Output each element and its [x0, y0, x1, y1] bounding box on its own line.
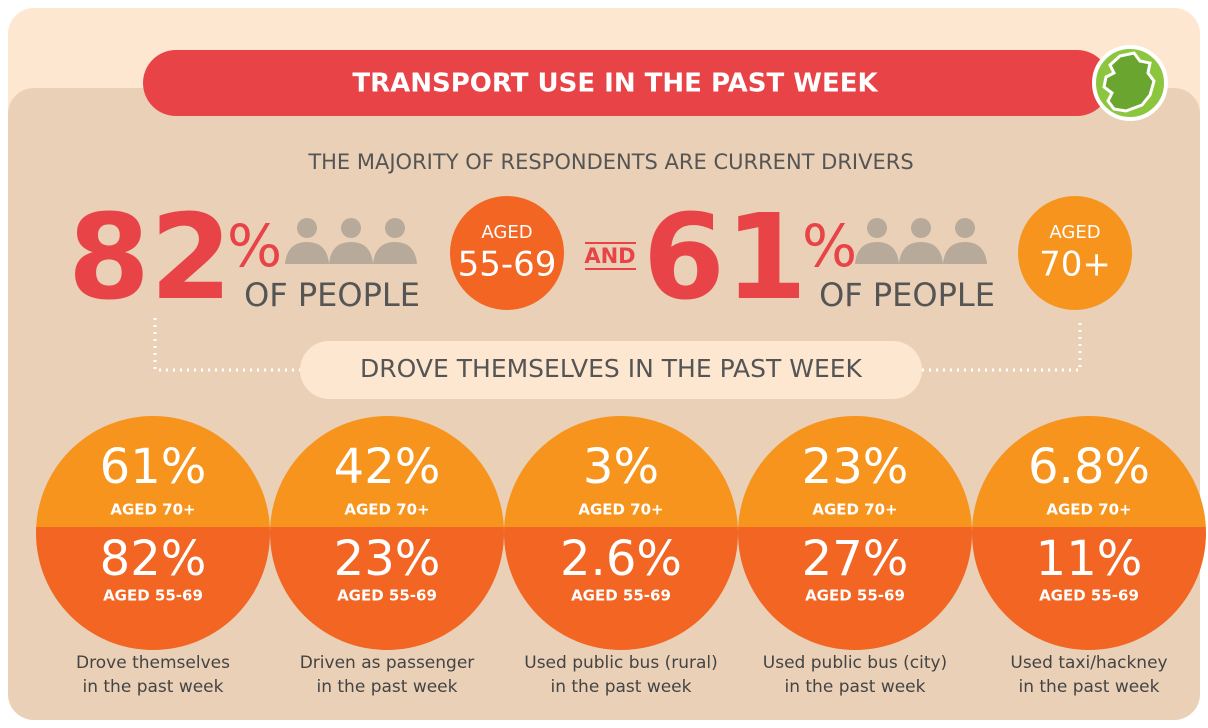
bottom-label: AGED 55-69 — [103, 587, 203, 605]
stat-circle — [36, 416, 270, 650]
person-icon — [385, 218, 405, 238]
circle-caption: in the past week — [550, 677, 691, 697]
top-value: 23% — [802, 439, 909, 495]
circle-caption: in the past week — [316, 677, 457, 697]
top-label: AGED 70+ — [812, 501, 897, 519]
bottom-value: 11% — [1036, 531, 1143, 587]
top-label: AGED 70+ — [344, 501, 429, 519]
banner: DROVE THEMSELVES IN THE PAST WEEK — [360, 354, 863, 383]
age-prefix: AGED — [481, 222, 532, 243]
circle-caption: Used public bus (rural) — [524, 653, 718, 673]
person-icon — [329, 242, 373, 264]
age-prefix: AGED — [1049, 222, 1100, 243]
person-icon — [285, 242, 329, 264]
bottom-value: 82% — [100, 531, 207, 587]
bottom-value: 23% — [334, 531, 441, 587]
big-number: 82 — [68, 188, 232, 326]
circle-caption: Used taxi/hackney — [1010, 653, 1167, 673]
circle-caption: Used public bus (city) — [763, 653, 947, 673]
ireland-icon — [1092, 45, 1168, 121]
person-icon — [855, 242, 899, 264]
person-icon — [955, 218, 975, 238]
top-value: 3% — [583, 439, 659, 495]
circle-caption: in the past week — [784, 677, 925, 697]
top-value: 6.8% — [1028, 439, 1150, 495]
age-badge — [450, 196, 564, 310]
bottom-label: AGED 55-69 — [337, 587, 437, 605]
top-label: AGED 70+ — [110, 501, 195, 519]
big-number: 61 — [643, 188, 807, 326]
percent-sign: % — [227, 212, 282, 280]
person-icon — [911, 218, 931, 238]
bottom-value: 27% — [802, 531, 909, 587]
connector-dots — [153, 318, 1082, 372]
bottom-label: AGED 55-69 — [571, 587, 671, 605]
title: TRANSPORT USE IN THE PAST WEEK — [352, 69, 878, 99]
person-icon — [943, 242, 987, 264]
connector: AND — [584, 244, 635, 268]
person-icon — [297, 218, 317, 238]
subtitle: THE MAJORITY OF RESPONDENTS ARE CURRENT … — [307, 150, 913, 174]
bottom-value: 2.6% — [560, 531, 682, 587]
circle-caption: in the past week — [1018, 677, 1159, 697]
people-caption: OF PEOPLE — [244, 276, 420, 314]
person-icon — [341, 218, 361, 238]
person-icon — [899, 242, 943, 264]
people-caption: OF PEOPLE — [819, 276, 995, 314]
title-pill — [143, 50, 1110, 116]
top-value: 61% — [100, 439, 207, 495]
stat-circle — [738, 416, 972, 650]
banner-pill — [300, 341, 922, 399]
age-badge — [1018, 196, 1132, 310]
circle-caption: Drove themselves — [76, 653, 230, 673]
age-value: 70+ — [1039, 245, 1111, 285]
percent-sign: % — [802, 212, 857, 280]
circle-caption: in the past week — [82, 677, 223, 697]
top-label: AGED 70+ — [578, 501, 663, 519]
age-value: 55-69 — [458, 245, 557, 285]
person-icon — [867, 218, 887, 238]
top-value: 42% — [334, 439, 441, 495]
bottom-label: AGED 55-69 — [805, 587, 905, 605]
person-icon — [373, 242, 417, 264]
circle-caption: Driven as passenger — [300, 653, 475, 673]
bottom-label: AGED 55-69 — [1039, 587, 1139, 605]
top-label: AGED 70+ — [1046, 501, 1131, 519]
